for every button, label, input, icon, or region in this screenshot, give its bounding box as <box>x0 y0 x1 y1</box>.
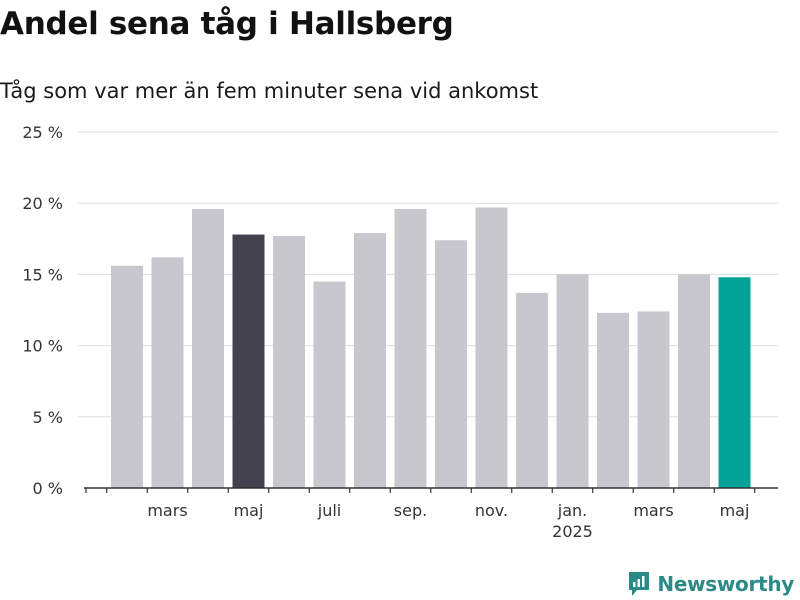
y-tick-label: 0 % <box>33 479 63 498</box>
bar <box>313 281 346 488</box>
bar-chart: 0 % 5 % 10 % 15 % 20 % 25 % mars maj juli sep. nov… <box>22 123 778 541</box>
bar <box>597 312 629 488</box>
y-tick-label: 5 % <box>33 408 63 427</box>
x-tick-label: mars <box>147 501 187 520</box>
x-tick-label: jan. <box>557 501 587 520</box>
bar <box>475 207 508 489</box>
y-tick-label: 20 % <box>22 194 63 213</box>
chart-title: Andel sena tåg i Hallsberg <box>0 6 454 42</box>
y-tick-label: 25 % <box>22 123 63 142</box>
bar <box>232 234 265 488</box>
bar <box>111 265 143 488</box>
bar <box>151 257 184 488</box>
x-tick-sublabel: 2025 <box>552 522 593 541</box>
x-tick-label: sep. <box>394 501 427 520</box>
x-tick-label: nov. <box>475 501 508 520</box>
x-tick-label: juli <box>317 501 341 520</box>
bar <box>718 277 751 488</box>
bar <box>556 274 589 488</box>
bar <box>192 208 224 488</box>
x-tick-label: mars <box>633 501 673 520</box>
bar <box>273 235 305 488</box>
y-tick-label: 15 % <box>22 265 63 284</box>
bar <box>637 311 670 488</box>
newsworthy-logo-icon <box>629 572 650 596</box>
brand-name: Newsworthy <box>657 572 794 596</box>
bar <box>354 233 386 488</box>
x-tick-label: maj <box>720 501 750 520</box>
bar <box>678 274 710 488</box>
bar <box>435 240 467 488</box>
y-tick-label: 10 % <box>22 337 63 356</box>
bar <box>516 292 548 488</box>
newsworthy-logo: Newsworthy <box>627 569 794 599</box>
bar <box>394 208 427 488</box>
x-tick-label: maj <box>234 501 264 520</box>
chart-subtitle: Tåg som var mer än fem minuter sena vid … <box>0 79 539 103</box>
